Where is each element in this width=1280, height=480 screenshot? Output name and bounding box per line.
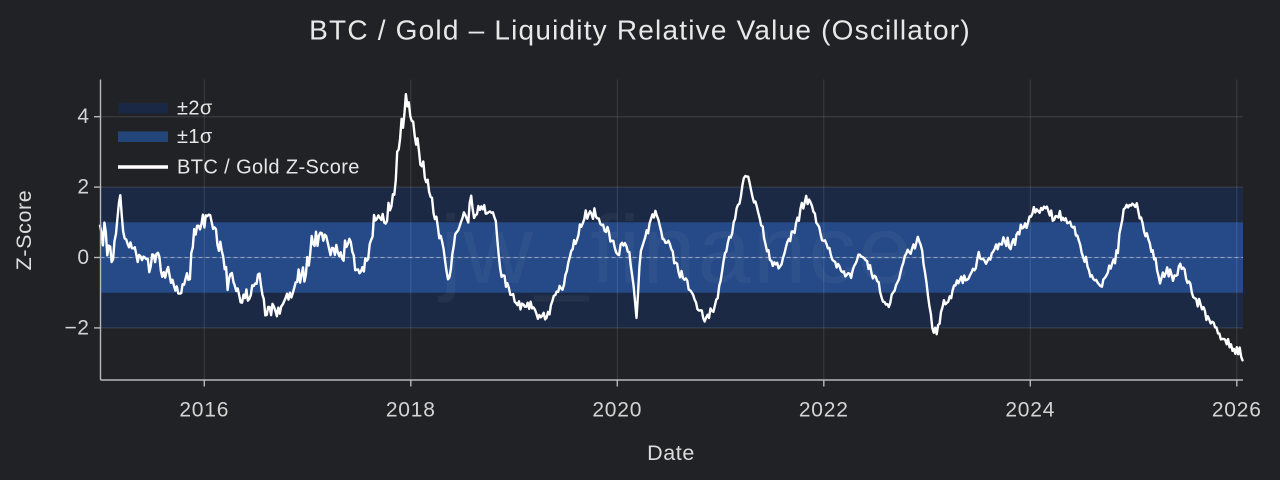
svg-text:Z-Score: Z-Score: [12, 190, 36, 271]
svg-text:2026: 2026: [1212, 399, 1262, 422]
svg-text:2018: 2018: [386, 399, 436, 422]
svg-text:±1σ: ±1σ: [177, 126, 213, 148]
svg-text:BTC / Gold Z-Score: BTC / Gold Z-Score: [177, 157, 360, 179]
svg-text:2016: 2016: [179, 399, 229, 422]
svg-text:2022: 2022: [799, 399, 849, 422]
svg-text:2024: 2024: [1005, 399, 1055, 422]
svg-text:−2: −2: [65, 316, 90, 339]
svg-text:BTC / Gold – Liquidity Relativ: BTC / Gold – Liquidity Relative Value (O…: [309, 15, 971, 46]
svg-text:4: 4: [77, 105, 89, 128]
svg-text:0: 0: [77, 246, 89, 269]
svg-text:±2σ: ±2σ: [177, 98, 213, 120]
svg-text:jw_finance: jw_finance: [437, 197, 914, 304]
svg-text:Date: Date: [647, 441, 695, 465]
svg-text:2020: 2020: [592, 399, 642, 422]
svg-text:2: 2: [77, 176, 89, 199]
